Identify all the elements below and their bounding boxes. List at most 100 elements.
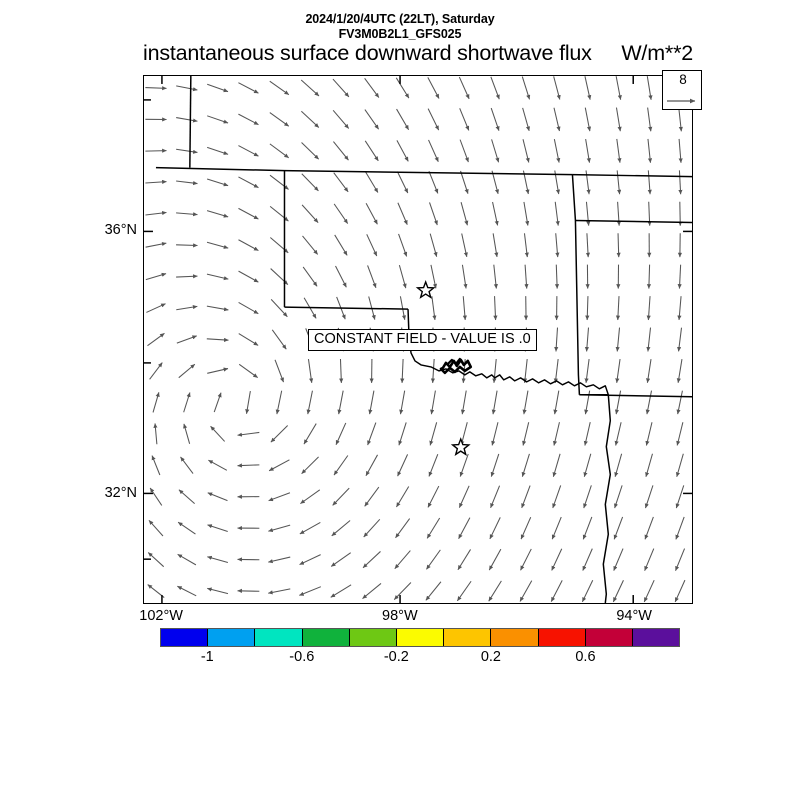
wind-vector-arrow: [491, 170, 500, 195]
lat-tick-label: 36°N: [104, 222, 137, 239]
wind-vector-arrow: [645, 453, 653, 477]
lat-tick-label: 32°N: [104, 485, 137, 502]
wind-vector-arrow: [332, 487, 350, 506]
wind-vector-arrow: [177, 553, 197, 566]
wind-vector-arrow: [582, 548, 593, 571]
colorbar: [160, 628, 680, 647]
wind-vector-arrow: [145, 210, 167, 216]
wind-vector-arrow: [521, 453, 530, 477]
wind-vector-arrow: [644, 485, 654, 509]
colorbar-tick-label: 0.6: [575, 649, 596, 665]
wind-vector-arrow: [616, 233, 621, 258]
wind-vector-arrow: [492, 201, 499, 226]
wind-vector-arrow: [616, 138, 622, 163]
wind-vector-arrow: [613, 516, 624, 540]
wind-vector-arrow: [644, 548, 655, 571]
wind-vector-arrow: [616, 170, 622, 195]
wind-vector-arrow: [552, 453, 561, 477]
wind-vector-arrow: [585, 138, 591, 163]
wind-vector-arrow: [677, 296, 682, 321]
wind-vector-arrow: [523, 233, 529, 258]
wind-vector-arrow: [330, 584, 352, 598]
colorbar-segment: [255, 629, 303, 646]
wind-vector-arrow: [646, 264, 652, 289]
wind-vector-arrow: [493, 296, 498, 321]
latitude-axis: 36°N 32°N: [81, 75, 137, 604]
wind-vector-arrow: [522, 107, 530, 132]
colorbar-segment: [585, 629, 633, 646]
wind-vector-arrow: [238, 301, 259, 315]
colorbar-tick-labels: -1 -0.6 -0.2 0.2 0.6: [160, 649, 680, 669]
wind-vector-arrow: [395, 77, 410, 99]
wind-vector-arrow: [183, 392, 191, 413]
wind-vector-arrow: [364, 109, 380, 130]
wind-vector-arrow: [585, 201, 591, 226]
wind-vector-arrow: [152, 392, 160, 413]
wind-vector-arrow: [303, 423, 317, 445]
wind-vector-arrow: [364, 140, 379, 162]
wind-vector-arrow: [647, 107, 653, 132]
wind-vector-arrow: [363, 518, 381, 538]
wind-vector-arrow: [333, 172, 349, 193]
wind-vector-arrow: [646, 327, 652, 352]
wind-vector-arrow: [583, 485, 592, 509]
wind-vector-arrow: [520, 548, 532, 571]
constant-field-annotation: CONSTANT FIELD - VALUE IS .0: [308, 329, 537, 352]
wind-vector-arrow: [555, 233, 560, 258]
wind-vector-arrow: [147, 332, 165, 347]
wind-vector-arrow: [396, 140, 409, 162]
wind-vector-arrow: [523, 358, 528, 384]
wind-vector-arrow: [301, 110, 320, 128]
wind-vector-arrow: [299, 521, 321, 535]
wind-vector-arrow: [458, 517, 471, 539]
wind-vector-arrow: [207, 524, 228, 532]
lon-tick-label: 98°W: [382, 608, 418, 624]
wind-vector-arrow: [552, 422, 560, 446]
vector-key-value: 8: [679, 72, 687, 87]
wind-vector-arrow: [238, 82, 259, 94]
wind-vector-arrow: [460, 202, 469, 226]
wind-vector-arrow: [331, 520, 351, 537]
wind-vector-arrow: [426, 517, 441, 539]
wind-vector-arrow: [488, 580, 502, 602]
colorbar-tick-label: 0.2: [480, 649, 502, 665]
wind-vector-arrow: [333, 203, 349, 224]
wind-vector-arrow: [300, 489, 321, 505]
wind-vector-arrow: [490, 485, 501, 508]
wind-vector-arrow: [428, 170, 439, 194]
wind-vector-arrow: [213, 392, 222, 413]
wind-vector-arrow: [269, 112, 290, 127]
wind-vector-arrow: [396, 108, 410, 130]
wind-vector-arrow: [457, 549, 471, 571]
wind-vector-arrow: [458, 76, 470, 100]
wind-vector-arrow: [645, 390, 653, 415]
wind-vector-arrow: [644, 516, 654, 540]
wind-vector-arrow: [149, 362, 163, 380]
wind-vector-arrow: [490, 76, 500, 100]
wind-vector-arrow: [613, 548, 624, 571]
wind-vector-arrow: [207, 115, 229, 124]
wind-vector-arrow: [306, 390, 313, 415]
wind-vector-arrow: [461, 264, 468, 289]
wind-vector-arrow: [430, 390, 436, 415]
wind-vector-arrow: [301, 456, 319, 475]
wind-vector-arrow: [178, 363, 196, 379]
wind-vector-arrow: [400, 358, 405, 384]
colorbar-segment: [208, 629, 256, 646]
wind-vector-arrow: [646, 296, 651, 321]
wind-vector-arrow: [521, 485, 531, 509]
wind-vector-arrow: [275, 390, 283, 415]
colorbar-segment: [444, 629, 492, 646]
wind-vector-arrow: [519, 580, 533, 602]
wind-vector-arrow: [427, 108, 440, 131]
vector-key-arrow-icon: [667, 98, 696, 104]
wind-vector-arrow: [677, 327, 683, 352]
longitude-axis: 102°W 98°W 94°W: [139, 608, 693, 628]
wind-vector-arrow: [307, 359, 314, 383]
wind-vector-arrow: [274, 359, 284, 383]
wind-vector-arrow: [210, 425, 226, 442]
wind-vector-arrow: [491, 422, 499, 446]
wind-vector-arrow: [147, 552, 165, 568]
wind-vector-arrow: [461, 233, 468, 258]
wind-vector-arrow: [270, 425, 289, 443]
